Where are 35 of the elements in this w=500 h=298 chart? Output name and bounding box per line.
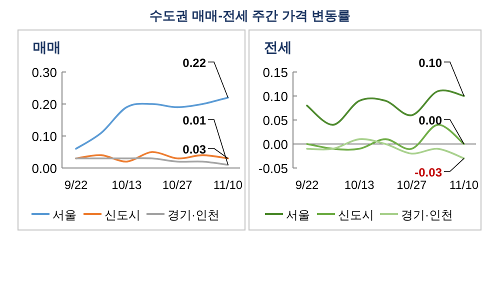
legend-label: 서울 — [52, 208, 76, 222]
x-tick-label: 10/27 — [396, 178, 428, 192]
x-tick-label: 10/13 — [112, 178, 142, 192]
line-series — [306, 90, 465, 126]
annotation: 0.01 — [182, 114, 206, 128]
y-tick-label: 0.00 — [32, 161, 57, 176]
annotation: 0.03 — [182, 142, 206, 156]
line-series — [306, 138, 465, 160]
x-tick-label: 10/13 — [344, 178, 375, 192]
y-tick-label: 0.05 — [262, 113, 288, 128]
chart-subtitle: 매매 — [33, 39, 61, 55]
annotation: 0.22 — [182, 56, 206, 70]
x-tick-label: 9/22 — [295, 178, 319, 192]
line-series — [306, 124, 465, 151]
x-tick-label: 11/10 — [213, 178, 243, 192]
y-tick-label: 0.00 — [262, 137, 288, 152]
y-tick-label: -0.05 — [258, 161, 288, 176]
y-tick-label: 0.20 — [32, 97, 57, 112]
annotation: 0.00 — [418, 114, 442, 128]
x-tick-label: 11/10 — [449, 178, 479, 192]
y-tick-label: 0.10 — [32, 129, 57, 144]
annotation: -0.03 — [414, 165, 442, 180]
x-tick-label: 10/27 — [162, 178, 193, 192]
annotation: 0.10 — [418, 56, 442, 70]
x-tick-label: 9/22 — [64, 178, 88, 192]
legend-label: 서울 — [286, 208, 310, 222]
y-tick-label: 0.30 — [32, 65, 57, 80]
legend-label: 경기·인천 — [401, 208, 453, 222]
legend-label: 신도시 — [338, 208, 374, 222]
legend-label: 경기·인천 — [168, 208, 220, 222]
y-tick-label: 0.15 — [262, 65, 288, 80]
legend-label: 신도시 — [104, 208, 140, 222]
chart-subtitle: 전세 — [264, 39, 292, 55]
y-tick-label: 0.10 — [262, 89, 288, 104]
chart-title: 수도권 매매-전세 주간 가격 변동률 — [150, 8, 350, 23]
